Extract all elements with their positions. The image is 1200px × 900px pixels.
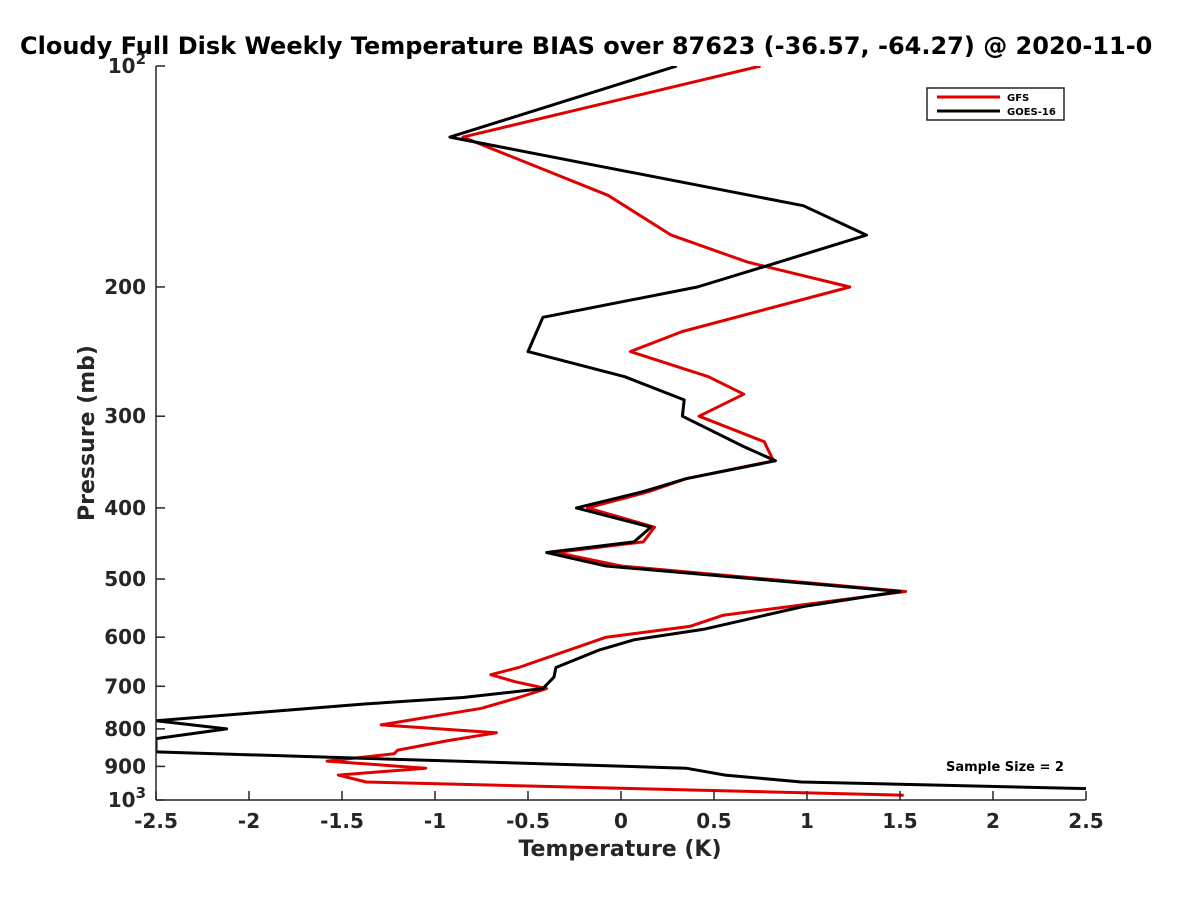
x-tick-label: 2.5 [1068, 809, 1103, 833]
y-tick-label: 103 [108, 784, 146, 812]
series-layer [156, 66, 1086, 797]
y-tick-label: 900 [104, 754, 146, 778]
y-tick-label: 102 [108, 50, 146, 78]
x-axis-label: Temperature (K) [518, 837, 721, 862]
x-tick-label: 0 [614, 809, 628, 833]
x-tick-label: 1.5 [882, 809, 917, 833]
x-tick-label: 1 [800, 809, 814, 833]
y-tick-label: 600 [104, 625, 146, 649]
y-tick-label: 200 [104, 275, 146, 299]
y-tick-label: 500 [104, 567, 146, 591]
legend-box [926, 87, 1065, 121]
legend: GFS GOES-16 [926, 87, 1065, 121]
y-tick-label: 800 [104, 717, 146, 741]
x-tick-label: -2.5 [134, 809, 178, 833]
legend-entry: GFS [1007, 93, 1029, 104]
y-tick-label: 300 [104, 404, 146, 428]
y-tick-label: 700 [104, 674, 146, 698]
x-tick-label: -1.5 [320, 809, 364, 833]
x-tick-label: -0.5 [506, 809, 550, 833]
x-tick-label: -1 [424, 809, 446, 833]
series-line-gfs [325, 66, 908, 797]
axes [155, 65, 1087, 801]
y-tick-label: 400 [104, 496, 146, 520]
legend-entry: GOES-16 [1007, 107, 1056, 118]
y-axis-label: Pressure (mb) [75, 345, 100, 521]
tick-labels: -2.5 -2 -1.5 -1 -0.5 0 0.5 1 1.5 2 2.5 102 200 300 400… [104, 50, 1103, 833]
x-tick-label: 0.5 [696, 809, 731, 833]
x-tick-label: 2 [986, 809, 1000, 833]
series-line-goes-16 [156, 66, 1086, 791]
chart-title: Cloudy Full Disk Weekly Temperature BIAS… [20, 32, 1152, 60]
x-tick-label: -2 [238, 809, 260, 833]
sample-size-annotation: Sample Size = 2 [946, 760, 1064, 775]
